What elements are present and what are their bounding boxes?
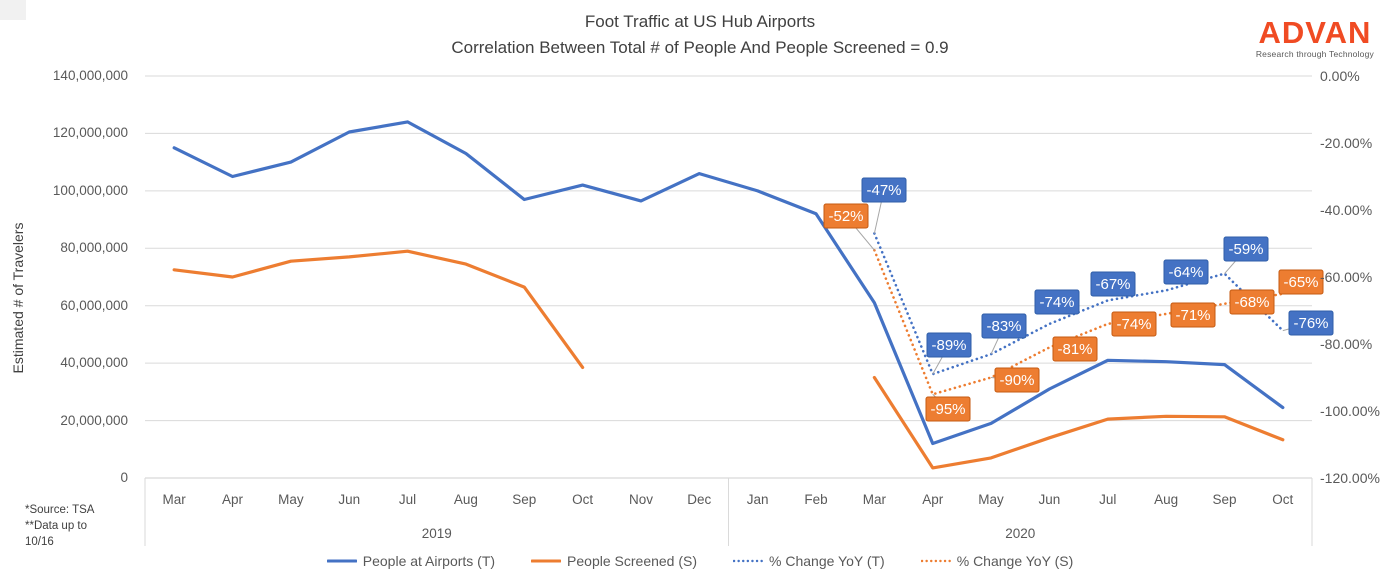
series-line-3 bbox=[873, 248, 1285, 396]
x-axis-month-label: Oct bbox=[1272, 492, 1294, 507]
left-axis-tick: 80,000,000 bbox=[60, 240, 128, 256]
legend-item-label: % Change YoY (T) bbox=[769, 553, 885, 569]
data-label-box bbox=[861, 177, 907, 203]
data-label-box bbox=[981, 313, 1027, 339]
legend: People at Airports (T) People Screened (S… bbox=[0, 553, 1400, 569]
data-label-text: -64% bbox=[1168, 264, 1203, 281]
legend-item: % Change YoY (T) bbox=[733, 553, 885, 569]
x-axis-month-label: Dec bbox=[687, 492, 712, 507]
left-axis-tick: 100,000,000 bbox=[52, 182, 128, 198]
left-axis-tick: 0 bbox=[120, 470, 128, 485]
x-axis-month-label: Oct bbox=[572, 492, 594, 507]
legend-item-label: People Screened (S) bbox=[567, 553, 698, 569]
x-axis-month-label: Feb bbox=[804, 492, 828, 507]
advan-logo-wordmark: ADVAN bbox=[1258, 15, 1372, 50]
x-axis-month-label: Jun bbox=[1038, 492, 1061, 507]
x-axis-month-label: Sep bbox=[512, 492, 537, 507]
chart-title: Foot Traffic at US Hub Airports Correlat… bbox=[0, 9, 1400, 61]
data-label-text: -76% bbox=[1293, 315, 1328, 332]
legend-item-label: People at Airports (T) bbox=[362, 553, 496, 569]
right-axis-tick: -120.00% bbox=[1320, 470, 1380, 486]
left-axis-tick: 120,000,000 bbox=[52, 125, 128, 141]
x-axis-month-label: May bbox=[978, 492, 1004, 507]
x-axis-month-label: Apr bbox=[222, 492, 244, 507]
data-label-box bbox=[1034, 289, 1080, 315]
data-label-text: -52% bbox=[828, 208, 863, 225]
right-axis-tick: 0.00% bbox=[1320, 68, 1360, 84]
data-label-box bbox=[1229, 289, 1275, 315]
data-label-text: -74% bbox=[1116, 316, 1151, 333]
data-label-box bbox=[1163, 259, 1209, 285]
x-axis-year-label: 2019 bbox=[421, 526, 452, 541]
series-line-0 bbox=[172, 120, 1285, 446]
data-label-text: -59% bbox=[1228, 241, 1263, 258]
x-axis-month-label: Aug bbox=[453, 492, 478, 507]
data-label-text: -74% bbox=[1039, 294, 1074, 311]
left-axis-tick: 20,000,000 bbox=[60, 412, 128, 428]
legend-item-label: % Change YoY (S) bbox=[956, 553, 1074, 569]
data-label-text: -83% bbox=[986, 318, 1021, 335]
footnote-source: *Source: TSA bbox=[25, 504, 95, 516]
data-label-text: -67% bbox=[1095, 276, 1130, 293]
data-label-text: -81% bbox=[1057, 341, 1092, 358]
x-axis-month-label: Jan bbox=[746, 492, 769, 507]
data-label-box bbox=[926, 332, 972, 358]
x-axis-month-label: Jul bbox=[398, 492, 417, 507]
legend-dotted-swatch bbox=[733, 559, 764, 563]
data-label-text: -90% bbox=[999, 372, 1034, 389]
advan-logo-tagline: Research through Technology bbox=[1255, 49, 1374, 59]
x-axis-month-label: Mar bbox=[162, 492, 186, 507]
data-label-text: -65% bbox=[1283, 274, 1318, 291]
data-label-box bbox=[1111, 311, 1157, 337]
left-axis-tick: 40,000,000 bbox=[60, 355, 128, 371]
data-label-box bbox=[1052, 336, 1098, 362]
chart-title-line1: Foot Traffic at US Hub Airports bbox=[584, 12, 816, 31]
data-label-box bbox=[1223, 236, 1269, 262]
right-axis-tick: -60.00% bbox=[1320, 269, 1373, 285]
data-label-box bbox=[994, 367, 1040, 393]
data-label-box bbox=[1090, 271, 1136, 297]
chart-title-line2: Correlation Between Total # of People An… bbox=[451, 38, 949, 57]
left-axis-tick: 140,000,000 bbox=[52, 68, 128, 83]
x-axis-month-label: May bbox=[278, 492, 304, 507]
data-label-box bbox=[823, 203, 869, 229]
footnote-data-date: 10/16 bbox=[25, 536, 54, 548]
data-label-text: -71% bbox=[1175, 307, 1210, 324]
footnote-data-note: **Data up to bbox=[25, 520, 88, 532]
data-label-text: -95% bbox=[930, 401, 965, 418]
x-axis-month-label: Aug bbox=[1154, 492, 1179, 507]
corner-artifact bbox=[0, 0, 26, 20]
data-label-box bbox=[925, 396, 971, 422]
x-axis-year-label: 2020 bbox=[1005, 526, 1036, 541]
right-axis-tick: -40.00% bbox=[1320, 202, 1373, 218]
data-label-text: -68% bbox=[1234, 294, 1269, 311]
data-label-box bbox=[1170, 302, 1216, 328]
series-line-1 bbox=[172, 249, 585, 369]
data-label-text: -47% bbox=[866, 182, 901, 199]
right-axis-tick: -20.00% bbox=[1320, 135, 1373, 151]
advan-logo: ADVAN Research through Technology bbox=[1255, 15, 1374, 59]
right-axis-tick: -100.00% bbox=[1320, 403, 1380, 419]
left-axis-tick: 60,000,000 bbox=[60, 297, 128, 313]
x-axis-month-label: Jun bbox=[338, 492, 361, 507]
data-label-box bbox=[1278, 269, 1324, 295]
x-axis-month-label: Mar bbox=[862, 492, 886, 507]
x-axis-month-label: Nov bbox=[628, 492, 653, 507]
legend-dotted-swatch bbox=[920, 559, 951, 563]
x-axis-month-label: Sep bbox=[1212, 492, 1237, 507]
x-axis-month-label: Jul bbox=[1099, 492, 1117, 507]
data-label-box bbox=[1288, 310, 1334, 336]
right-axis-tick: -80.00% bbox=[1320, 336, 1373, 352]
series-line-1 bbox=[872, 375, 1285, 470]
legend-item: People at Airports (T) bbox=[326, 553, 496, 569]
legend-line-swatch bbox=[326, 559, 357, 563]
data-label-text: -89% bbox=[931, 337, 966, 354]
x-axis-month-label: Apr bbox=[922, 492, 944, 507]
legend-item: % Change YoY (S) bbox=[920, 553, 1074, 569]
legend-line-swatch bbox=[531, 559, 562, 563]
legend-item: People Screened (S) bbox=[531, 553, 697, 569]
footnote: *Source: TSA **Data up to 10/16 bbox=[25, 502, 94, 550]
